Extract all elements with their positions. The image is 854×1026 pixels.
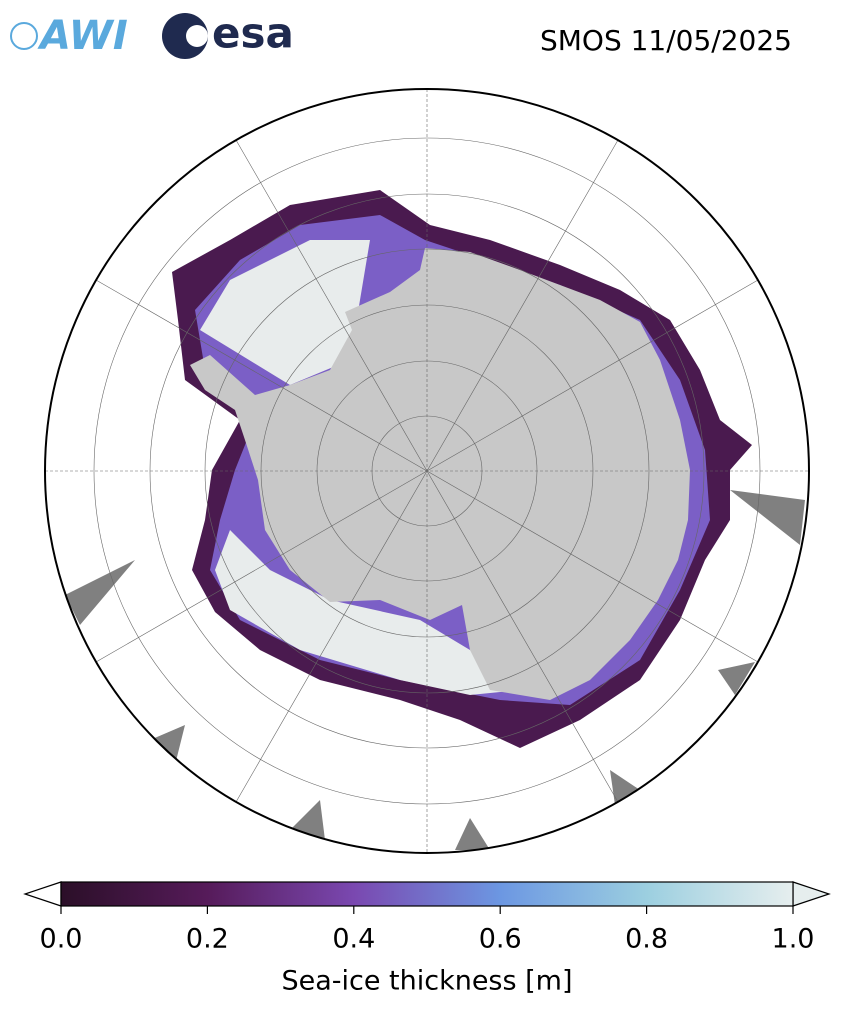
colorbar-under	[23, 881, 62, 907]
logo-text: AWI	[37, 13, 128, 59]
awi-logo: AWI	[10, 13, 128, 59]
antarctica	[190, 248, 690, 700]
map-border	[44, 88, 810, 854]
colorbar-label: Sea-ice thickness [m]	[281, 966, 572, 997]
map	[45, 89, 809, 853]
map-title: SMOS 11/05/2025	[540, 24, 792, 57]
logo-text: esa	[212, 9, 294, 58]
colorbar-scale	[60, 881, 794, 907]
esa-logo: esa	[162, 9, 294, 59]
tick-label: 0.2	[186, 924, 229, 955]
sea-ice-thick	[200, 240, 520, 695]
tick-label: 0.8	[625, 924, 668, 955]
tick-label: 1.0	[772, 924, 815, 955]
colorbar: Sea-ice thickness [m]	[23, 881, 831, 997]
tick-label: 0.0	[40, 924, 83, 955]
colorbar-over	[792, 881, 831, 907]
tick-label: 0.6	[479, 924, 522, 955]
graticule	[45, 89, 809, 853]
tick-label: 0.4	[332, 924, 375, 955]
